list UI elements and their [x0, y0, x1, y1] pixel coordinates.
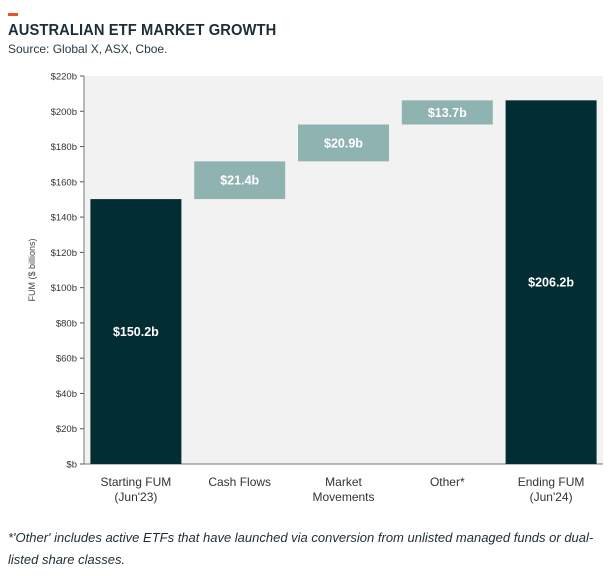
bar-1: [90, 199, 182, 465]
y-tick-label: $220b: [51, 72, 77, 83]
y-tick-label: $200b: [51, 107, 77, 118]
data-label: $206.2b: [528, 276, 574, 290]
x-tick-label: Movements: [312, 490, 374, 504]
x-tick-label: Market: [325, 475, 362, 489]
x-tick-label: (Jun'23): [114, 490, 157, 504]
bar-5: [505, 100, 597, 464]
y-tick-label: $160b: [51, 177, 77, 188]
title-accent-bar: [8, 13, 18, 16]
x-tick-label: Other*: [430, 475, 465, 489]
y-tick-label: $100b: [51, 283, 77, 294]
chart-title: AUSTRALIAN ETF MARKET GROWTH: [8, 22, 277, 39]
x-tick-label: (Jun'24): [530, 490, 573, 504]
y-tick-label: $40b: [56, 389, 77, 400]
y-tick-label: $120b: [51, 248, 77, 259]
data-label: $20.9b: [324, 136, 363, 150]
waterfall-chart: $b $20b $40b $60b $80b $100b $120b $140b $160b $1…: [27, 72, 603, 504]
y-tick-label: $180b: [51, 142, 77, 153]
data-label: $13.7b: [428, 106, 467, 120]
x-tick-label: Starting FUM: [101, 475, 172, 489]
chart-source: Source: Global X, ASX, Cboe.: [8, 42, 168, 56]
data-label: $150.2b: [113, 325, 159, 339]
bar-3: [298, 124, 389, 162]
y-tick-label: $80b: [56, 318, 77, 329]
bar-4: [401, 100, 493, 125]
data-label: $21.4b: [220, 174, 259, 188]
footnote: *'Other' includes active ETFs that have …: [8, 530, 594, 567]
x-tick-label: Ending FUM: [518, 475, 585, 489]
y-axis-label: FUM ($ billions): [27, 238, 37, 301]
x-tick-label: Cash Flows: [208, 475, 271, 489]
y-tick-label: $60b: [56, 354, 77, 365]
y-tick-label: $b: [66, 460, 77, 471]
bar-2: [194, 161, 286, 200]
y-tick-label: $20b: [56, 424, 77, 435]
y-tick-label: $140b: [51, 213, 77, 224]
